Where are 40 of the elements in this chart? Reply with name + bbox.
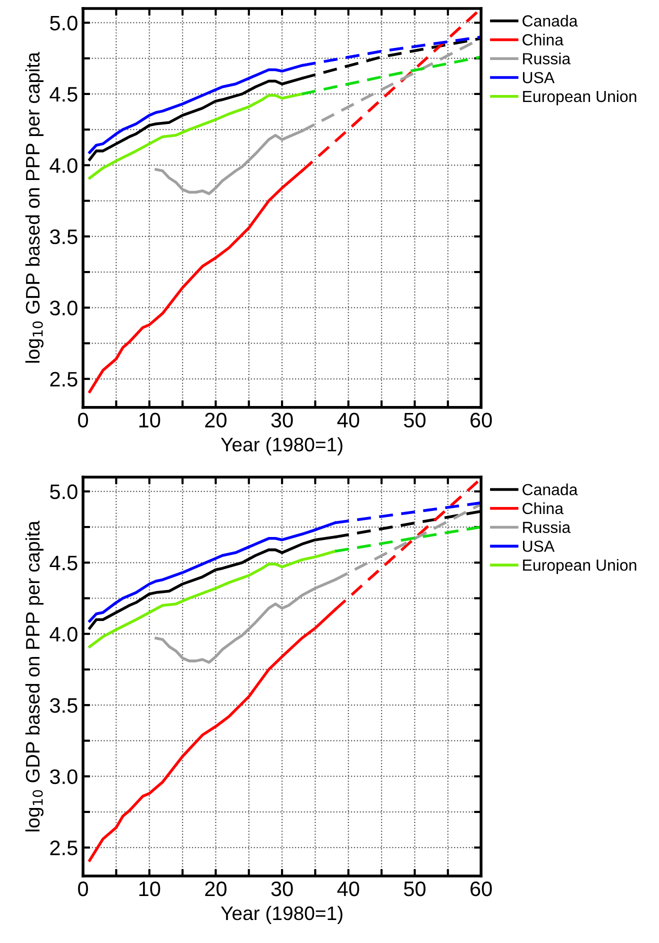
x-axis-title: Year (1980=1) <box>220 906 342 924</box>
legend-label: Canada <box>522 14 578 27</box>
legend-label: China <box>522 34 564 46</box>
legend-label: Russia <box>523 52 571 64</box>
y-axis-title: log$_{10}$ GDP based on PPP per capita <box>25 520 44 832</box>
y-tick-label: 5.0 <box>50 484 78 500</box>
x-tick-label: 50 <box>404 412 426 428</box>
y-tick-label: 3.5 <box>50 698 78 713</box>
x-tick-label: 10 <box>139 412 160 428</box>
x-tick-label: 0 <box>78 881 88 896</box>
y-tick-label: 4.5 <box>50 556 78 570</box>
legend-label: Canada <box>522 484 578 496</box>
y-tick-label: 3.5 <box>50 229 78 244</box>
y-tick-label: 3.0 <box>50 300 78 316</box>
x-tick-label: 40 <box>337 412 360 428</box>
x-tick-label: 20 <box>205 881 226 896</box>
y-tick-label: 2.5 <box>50 372 78 387</box>
legend-label: China <box>522 502 564 514</box>
x-tick-label: 10 <box>139 881 160 896</box>
x-tick-label: 50 <box>404 881 426 896</box>
x-tick-label: 60 <box>470 412 492 428</box>
x-tick-label: 40 <box>337 881 360 896</box>
x-tick-label: 0 <box>78 412 88 428</box>
legend-label: European Union <box>523 559 636 574</box>
y-axis-title: log$_{10}$ GDP based on PPP per capita <box>25 52 44 363</box>
x-tick-label: 30 <box>271 412 293 428</box>
y-tick-label: 5.0 <box>50 16 78 30</box>
y-tick-label: 3.0 <box>50 769 78 784</box>
y-tick-label: 4.0 <box>50 626 78 642</box>
x-tick-label: 20 <box>205 412 226 428</box>
legend-label: USA <box>523 72 555 84</box>
x-tick-label: 60 <box>470 881 492 896</box>
x-axis-title: Year (1980=1) <box>220 437 342 456</box>
y-tick-label: 2.5 <box>50 840 78 856</box>
legend-label: European Union <box>523 90 636 106</box>
y-tick-label: 4.0 <box>50 158 78 173</box>
legend-label: Russia <box>523 521 571 534</box>
y-tick-label: 4.5 <box>50 87 78 102</box>
x-tick-label: 30 <box>271 881 293 896</box>
legend-label: USA <box>523 540 555 552</box>
